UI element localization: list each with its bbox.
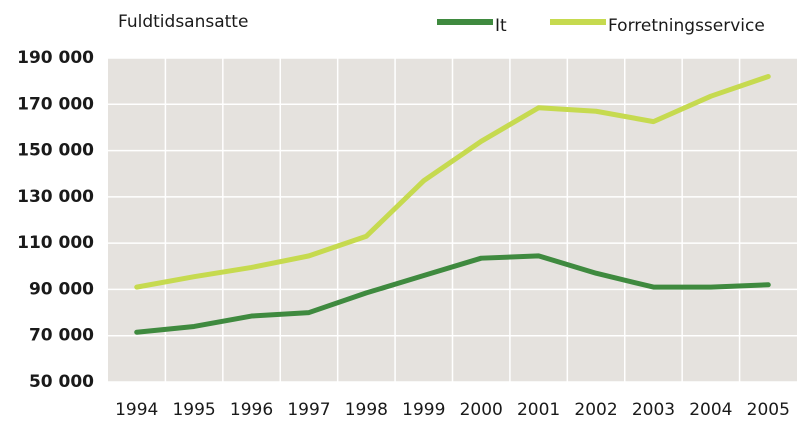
y-tick-label: 90 000 [29,279,94,299]
x-tick-label: 1998 [345,400,388,420]
x-tick-label: 2002 [574,400,617,420]
x-tick-label: 2004 [689,400,732,420]
legend-label: Forretningsservice [608,16,765,36]
y-tick-label: 150 000 [17,141,94,161]
y-tick-label: 110 000 [17,233,94,253]
x-tick-label: 2005 [747,400,790,420]
y-tick-label: 190 000 [17,48,94,68]
y-tick-label: 70 000 [29,326,94,346]
series-line [134,253,771,335]
series-line [134,74,771,290]
x-tick-label: 1995 [172,400,215,420]
x-tick-label: 2003 [632,400,675,420]
x-tick-label: 1997 [287,400,330,420]
x-tick-label: 1994 [115,400,158,420]
y-tick-label: 50 000 [29,372,94,392]
x-tick-label: 1999 [402,400,445,420]
legend-label: It [495,16,507,36]
x-tick-label: 1996 [230,400,273,420]
y-tick-label: 170 000 [17,94,94,114]
x-tick-label: 2000 [460,400,503,420]
y-tick-label: 130 000 [17,187,94,207]
x-tick-label: 2001 [517,400,560,420]
y-axis-label: Fuldtidsansatte [118,12,248,32]
